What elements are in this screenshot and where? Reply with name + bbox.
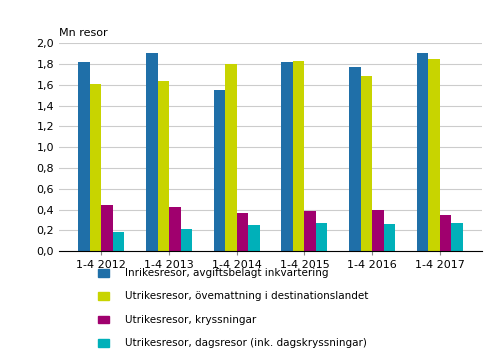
Bar bbox=[281, 62, 293, 251]
Bar bbox=[429, 59, 440, 251]
Bar bbox=[169, 206, 181, 251]
Bar bbox=[90, 84, 101, 251]
Bar bbox=[157, 80, 169, 251]
Text: Inrikesresor, avgiftsbelagt inkvartering: Inrikesresor, avgiftsbelagt inkvartering bbox=[125, 268, 329, 278]
Bar bbox=[181, 229, 192, 251]
Bar bbox=[452, 223, 463, 251]
Text: Mn resor: Mn resor bbox=[59, 28, 108, 38]
Bar bbox=[417, 53, 429, 251]
Bar bbox=[305, 211, 316, 251]
Bar bbox=[316, 223, 328, 251]
Bar bbox=[214, 90, 225, 251]
Bar bbox=[248, 225, 260, 251]
Text: Utrikesresor, kryssningar: Utrikesresor, kryssningar bbox=[125, 314, 257, 325]
Bar bbox=[101, 205, 113, 251]
Bar bbox=[384, 224, 395, 251]
Bar bbox=[349, 67, 361, 251]
Bar bbox=[372, 210, 384, 251]
Text: Utrikesresor, dagsresor (ink. dagskryssningar): Utrikesresor, dagsresor (ink. dagskryssn… bbox=[125, 338, 368, 348]
Bar bbox=[440, 215, 452, 251]
Bar bbox=[237, 213, 248, 251]
Bar bbox=[113, 232, 124, 251]
Bar bbox=[146, 53, 157, 251]
Bar bbox=[361, 76, 372, 251]
Bar bbox=[293, 61, 305, 251]
Text: Utrikesresor, övemattning i destinationslandet: Utrikesresor, övemattning i destinations… bbox=[125, 291, 369, 301]
Bar bbox=[78, 62, 90, 251]
Bar bbox=[225, 64, 237, 251]
